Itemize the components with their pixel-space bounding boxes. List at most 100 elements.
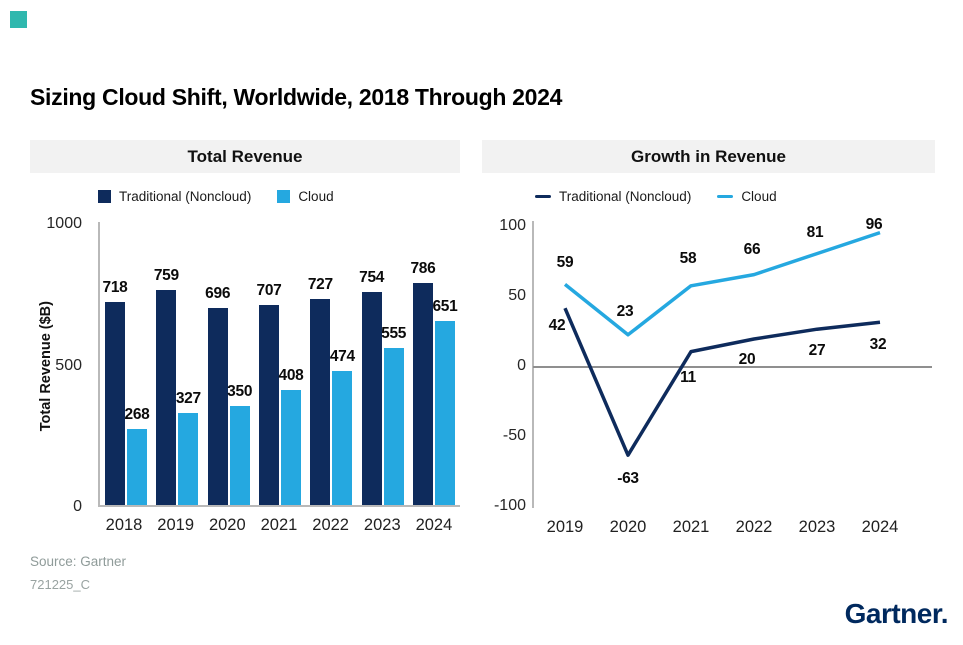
cloud-value-label-2021: 58: [679, 249, 697, 267]
cloud-value-label-2022: 66: [743, 240, 761, 258]
bar-group-2022: 727 474: [308, 222, 355, 505]
x-tick-2021: 2021: [260, 516, 298, 534]
page-title: Sizing Cloud Shift, Worldwide, 2018 Thro…: [30, 84, 563, 110]
x-tick-2023: 2023: [798, 518, 836, 536]
cloud-bar-2021: 408: [279, 367, 304, 505]
traditional-value-label-2021: 11: [680, 368, 696, 386]
x-tick-2020: 2020: [208, 516, 246, 534]
x-tick-2019: 2019: [546, 518, 584, 536]
bar-value-label: 268: [124, 406, 150, 424]
cloud-bar-2024: 651: [432, 298, 458, 505]
gartner-logo-text: Gartner: [844, 598, 942, 629]
legend-item-traditional-noncloud-: Traditional (Noncloud): [98, 189, 251, 204]
x-tick-2022: 2022: [312, 516, 349, 534]
cloud-value-label-2020: 23: [616, 302, 634, 320]
traditional-value-label-2019: 42: [548, 317, 566, 335]
x-tick-2020: 2020: [609, 518, 647, 536]
bar-group-2021: 707 408: [257, 222, 304, 505]
gartner-logo-mark: .: [940, 598, 949, 629]
x-tick-2022: 2022: [735, 518, 773, 536]
cloud-bar-2022: 474: [330, 348, 355, 505]
traditional-bar-2019: 759: [154, 267, 179, 505]
panel-title-total-revenue: Total Revenue: [187, 146, 303, 166]
bar-value-label: 759: [153, 267, 179, 285]
bar-value-label: 327: [175, 389, 201, 407]
bar-chart-x-axis-labels: 2018 2019 2020 2021 2022 2023 2024: [98, 516, 460, 535]
legend-item-cloud: Cloud: [717, 189, 777, 204]
line-chart-x-axis-labels: 2019 2020 2021 2022 2023 2024: [482, 518, 937, 540]
cloud-value-label-2023: 81: [806, 223, 824, 241]
legend-label: Traditional (Noncloud): [119, 189, 252, 204]
y-tick-500: 500: [55, 356, 82, 374]
bar-value-label: 350: [227, 383, 253, 400]
bar-group-2024: 786 651: [410, 222, 458, 505]
traditional-bar-2022: 727: [308, 276, 333, 505]
traditional-legend-swatch: [535, 194, 551, 199]
bar-group-2020: 696 350: [205, 222, 252, 505]
bar-group-2023: 754 555: [359, 222, 406, 505]
document-id: 721225_C: [30, 577, 90, 592]
traditional-value-label-2022: 20: [738, 351, 756, 368]
x-tick-2021: 2021: [672, 518, 710, 536]
bar-value-label: 707: [256, 281, 282, 299]
legend-label: Traditional (Noncloud): [559, 189, 692, 204]
bar-value-label: 718: [102, 278, 128, 296]
traditional-bar-2020: 696: [205, 285, 230, 505]
traditional-legend-swatch: [98, 190, 111, 203]
x-tick-2023: 2023: [363, 516, 401, 534]
y-tick-1000: 1000: [46, 215, 82, 232]
legend-label: Cloud: [298, 189, 334, 204]
cloud-bar-2020: 350: [227, 383, 252, 505]
teal-accent-square: [10, 11, 27, 28]
line-chart-svg: [532, 221, 932, 508]
traditional-bar-2023: 754: [359, 269, 384, 505]
bar-value-label: 555: [381, 324, 407, 342]
y-tick-50: 50: [508, 287, 526, 304]
bar-value-label: 474: [329, 347, 355, 365]
legend-label: Cloud: [741, 189, 777, 204]
legend-item-cloud: Cloud: [277, 189, 334, 204]
traditional-value-label-2020: -63: [617, 470, 639, 488]
cloud-bar-2023: 555: [381, 325, 406, 505]
cloud-legend-swatch: [277, 190, 291, 203]
legend-item-traditional-noncloud-: Traditional (Noncloud): [535, 189, 691, 204]
bar-group-2019: 759 327: [154, 222, 201, 505]
panel-title-growth-in-revenue: Growth in Revenue: [631, 146, 786, 166]
panel-header-growth-in-revenue: Growth in Revenue: [482, 140, 935, 173]
cloud-growth-line: [563, 230, 881, 337]
traditional-value-label-2024: 32: [869, 336, 887, 354]
bar-value-label: 408: [278, 366, 304, 384]
cloud-bar-2019: 327: [176, 390, 201, 505]
gartner-logo: Gartner.: [844, 598, 949, 630]
bar-value-label: 727: [307, 276, 333, 294]
line-chart-plot-area: -100 -50 0 50 100 2019 2020 2021 2022 2023 2024 4…: [482, 215, 937, 536]
traditional-value-label-2023: 27: [808, 342, 826, 360]
x-tick-2019: 2019: [157, 516, 195, 534]
x-tick-2018: 2018: [105, 516, 143, 534]
legend-growth-in-revenue: Traditional (Noncloud) Cloud: [535, 189, 777, 204]
bar-chart-y-axis-ticks: 0 500 1000: [30, 215, 88, 515]
legend-total-revenue: Traditional (Noncloud) Cloud: [98, 189, 334, 204]
y-tick--50: -50: [502, 427, 526, 444]
bar-value-label: 754: [359, 268, 385, 286]
traditional-bar-2021: 707: [257, 282, 282, 505]
x-tick-2024: 2024: [415, 516, 453, 534]
panel-header-total-revenue: Total Revenue: [30, 140, 460, 173]
bar-group-2018: 718 268: [103, 222, 150, 505]
y-tick-100: 100: [499, 217, 526, 234]
cloud-value-label-2019: 59: [556, 254, 574, 272]
bar-value-label: 696: [205, 285, 231, 302]
x-tick-2024: 2024: [861, 518, 899, 536]
cloud-bar-2018: 268: [125, 406, 150, 505]
line-chart-y-axis-ticks: -100 -50 0 50 100: [482, 215, 528, 515]
traditional-bar-2018: 718: [103, 279, 128, 505]
bar-value-label: 786: [410, 259, 436, 277]
source-attribution: Source: Gartner: [30, 554, 127, 569]
bar-chart-plot-area: 718 268 759 327 696 350 707 408 727 474 754 555 786 6…: [98, 222, 460, 507]
cloud-legend-swatch: [717, 194, 734, 199]
y-tick-0: 0: [517, 357, 526, 374]
bar-value-label: 651: [432, 297, 458, 315]
traditional-bar-2024: 786: [410, 260, 436, 505]
cloud-value-label-2024: 96: [865, 215, 883, 233]
